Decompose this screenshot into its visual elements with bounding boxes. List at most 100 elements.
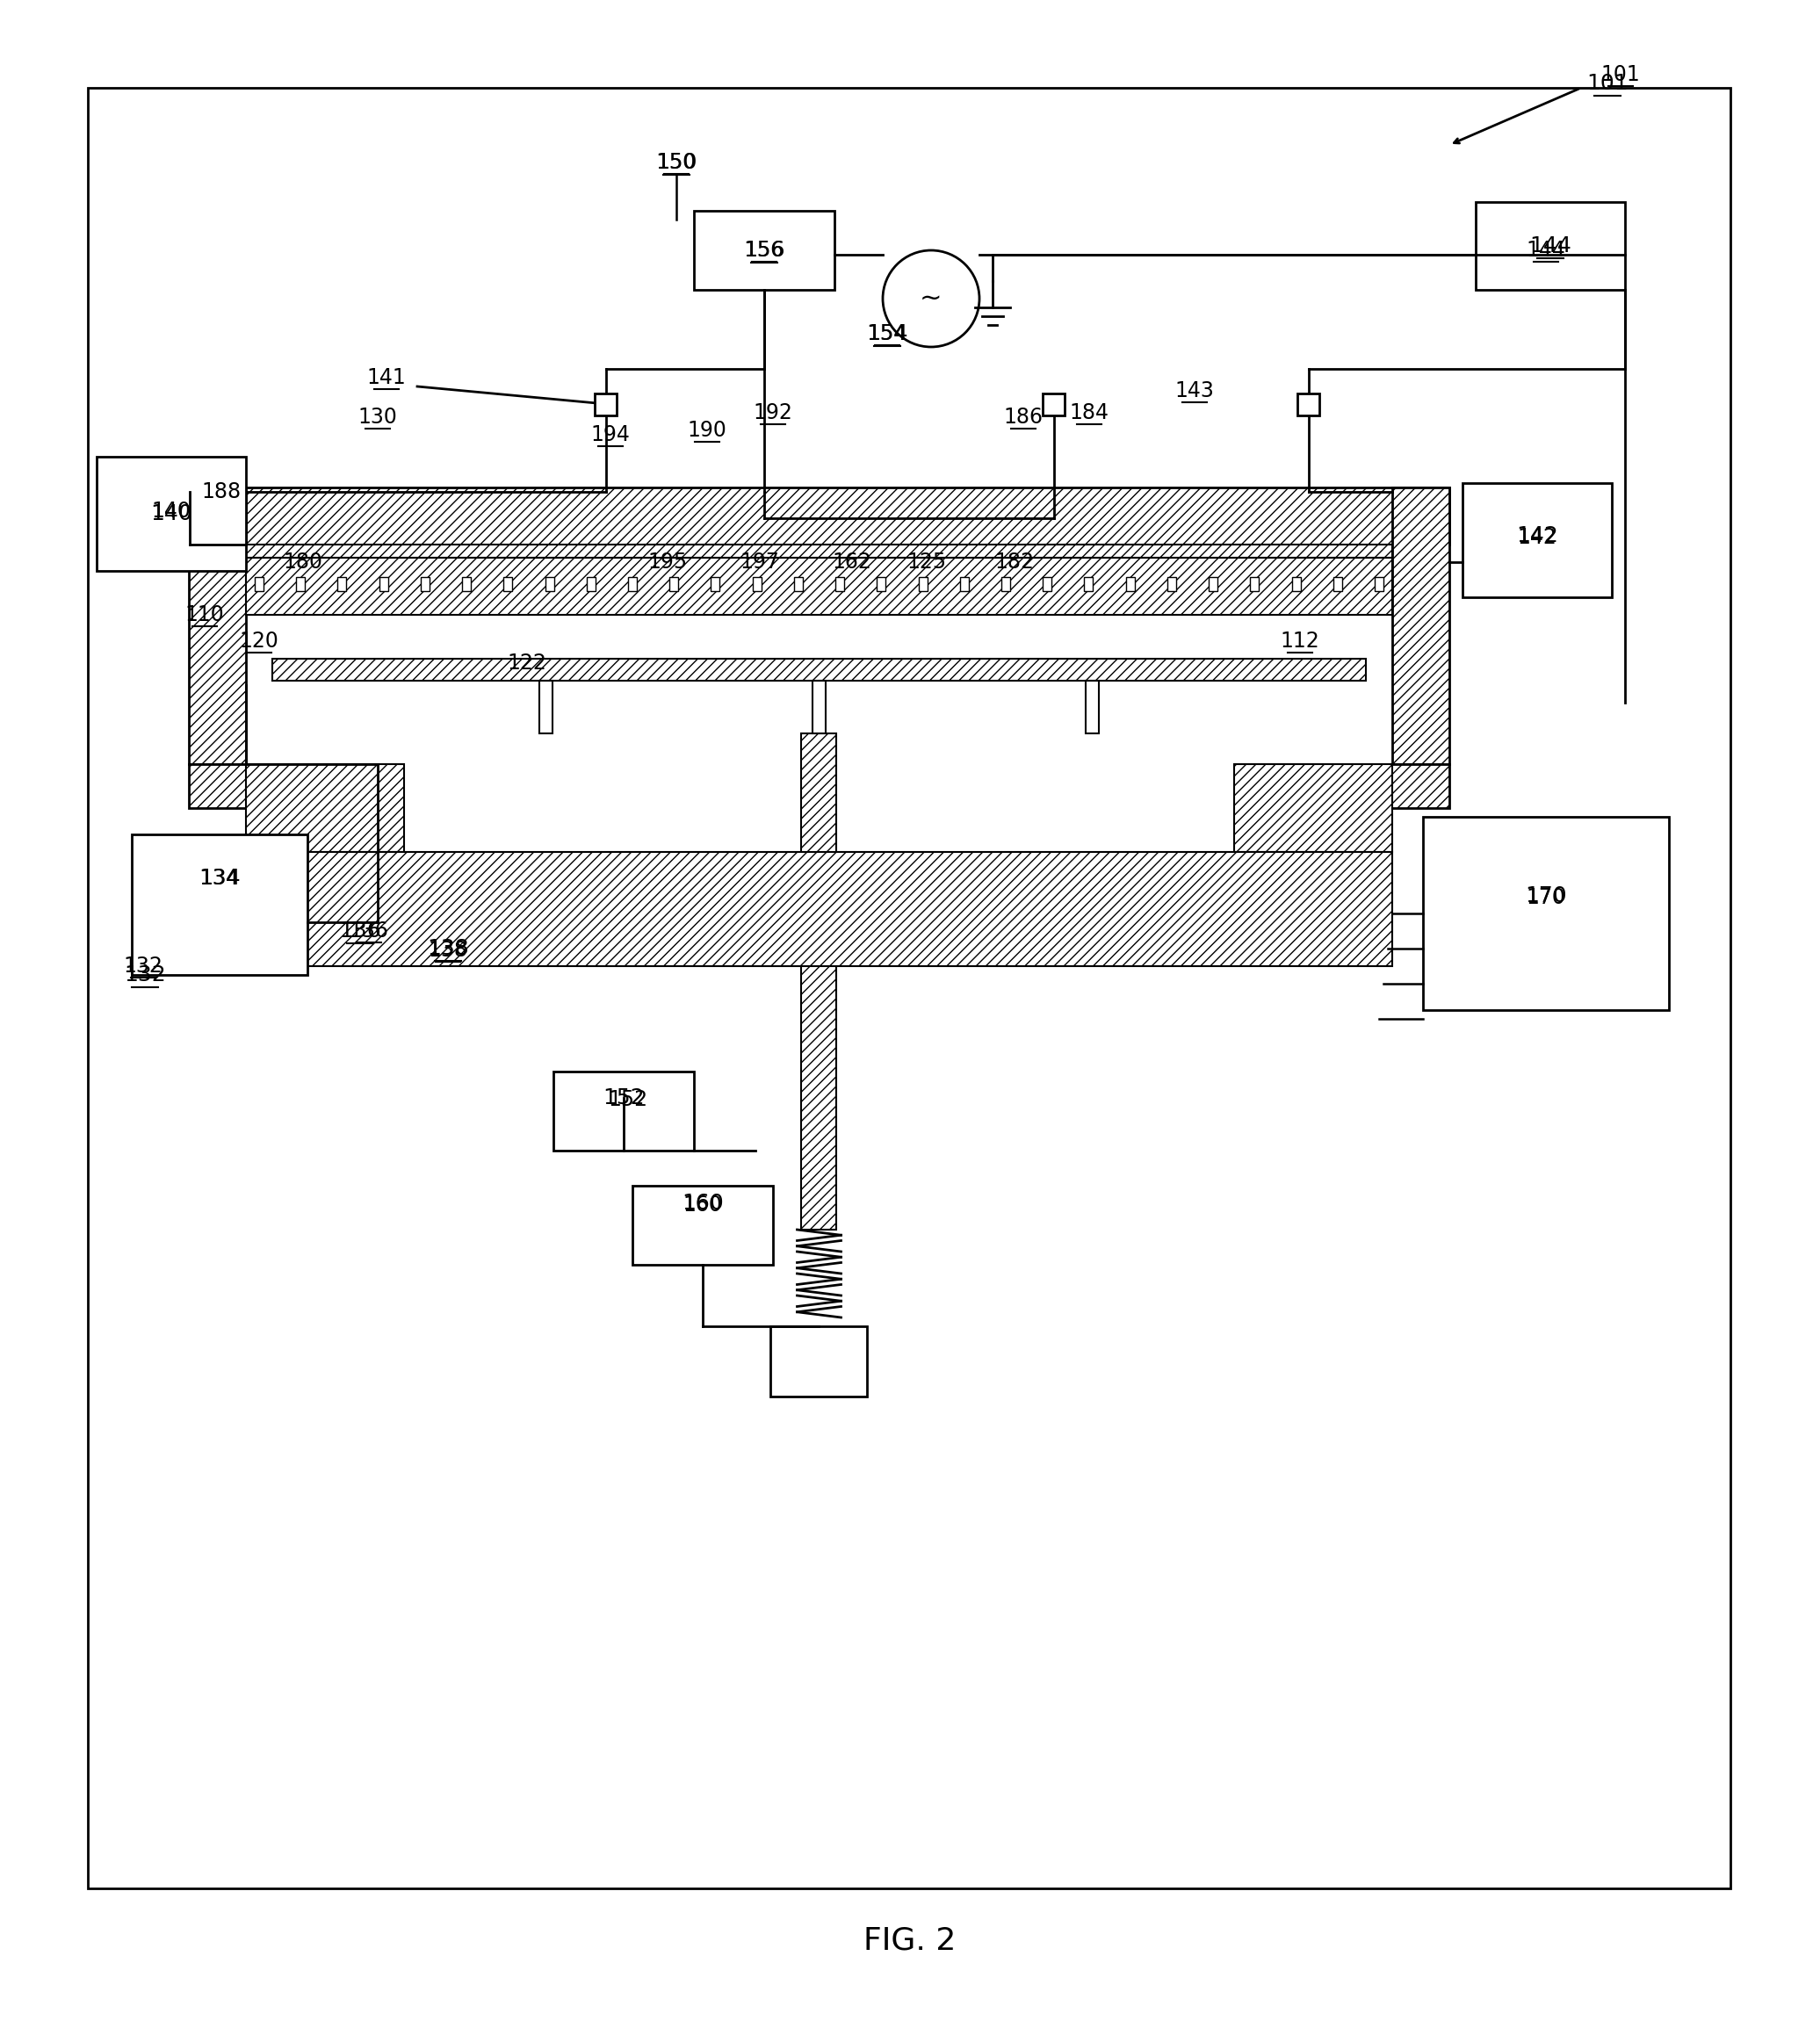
Text: 141: 141 bbox=[368, 368, 406, 388]
Bar bbox=[539, 681, 551, 734]
Text: 142: 142 bbox=[1518, 527, 1556, 548]
Bar bbox=[1250, 578, 1259, 590]
Text: 142: 142 bbox=[1516, 525, 1558, 546]
Text: 136: 136 bbox=[349, 920, 389, 942]
Text: 144: 144 bbox=[1529, 234, 1571, 257]
Bar bbox=[801, 734, 837, 1229]
Bar bbox=[752, 578, 761, 590]
Bar bbox=[1423, 816, 1669, 1010]
Text: FIG. 2: FIG. 2 bbox=[864, 1926, 956, 1956]
Bar bbox=[1334, 578, 1341, 590]
Bar bbox=[255, 578, 264, 590]
Text: 143: 143 bbox=[1176, 380, 1214, 402]
Bar bbox=[553, 1071, 693, 1150]
Text: 170: 170 bbox=[1525, 885, 1567, 907]
Bar bbox=[189, 764, 317, 808]
Bar bbox=[1234, 764, 1392, 853]
Text: 134: 134 bbox=[200, 867, 238, 889]
Bar bbox=[189, 487, 1449, 544]
Text: 130: 130 bbox=[359, 406, 397, 428]
Text: 160: 160 bbox=[682, 1192, 724, 1215]
Text: 156: 156 bbox=[743, 240, 784, 261]
Bar bbox=[504, 578, 513, 590]
Text: 194: 194 bbox=[592, 424, 630, 445]
Bar bbox=[1374, 578, 1383, 590]
Bar bbox=[1043, 392, 1065, 414]
Text: ~: ~ bbox=[919, 285, 943, 311]
Text: 122: 122 bbox=[508, 653, 546, 673]
Bar bbox=[1085, 578, 1094, 590]
Bar bbox=[462, 578, 471, 590]
Bar bbox=[959, 578, 968, 590]
Text: 138: 138 bbox=[428, 938, 470, 960]
Text: 192: 192 bbox=[753, 402, 794, 422]
Text: 160: 160 bbox=[682, 1194, 723, 1215]
Text: 190: 190 bbox=[688, 420, 726, 441]
Text: 188: 188 bbox=[202, 481, 242, 503]
Bar bbox=[339, 578, 346, 590]
Text: 197: 197 bbox=[741, 552, 779, 572]
Bar bbox=[246, 558, 1392, 614]
Text: 138: 138 bbox=[428, 940, 468, 960]
Bar bbox=[246, 853, 1392, 966]
Text: 134: 134 bbox=[198, 867, 240, 889]
Text: 101: 101 bbox=[1602, 65, 1640, 85]
Text: 184: 184 bbox=[1070, 402, 1108, 422]
Bar bbox=[246, 544, 1392, 558]
Bar bbox=[919, 578, 926, 590]
Bar bbox=[189, 487, 246, 764]
Text: 132: 132 bbox=[124, 964, 166, 986]
Bar bbox=[772, 1326, 868, 1397]
Text: 140: 140 bbox=[151, 503, 193, 523]
Bar bbox=[420, 578, 430, 590]
Text: 152: 152 bbox=[602, 1087, 644, 1108]
Bar bbox=[1167, 578, 1176, 590]
Bar bbox=[632, 1186, 773, 1265]
Bar bbox=[131, 835, 308, 974]
Text: 140: 140 bbox=[151, 501, 191, 521]
Text: 112: 112 bbox=[1279, 631, 1320, 651]
Bar bbox=[670, 578, 679, 590]
Text: 132: 132 bbox=[124, 956, 162, 976]
Text: 120: 120 bbox=[240, 631, 278, 651]
Text: 136: 136 bbox=[339, 920, 380, 942]
Bar bbox=[1043, 578, 1052, 590]
Bar bbox=[544, 578, 553, 590]
Bar bbox=[273, 659, 1365, 681]
Text: 101: 101 bbox=[1587, 73, 1629, 95]
Bar bbox=[1127, 578, 1134, 590]
Bar bbox=[693, 210, 834, 289]
Bar bbox=[1001, 578, 1010, 590]
Text: 144: 144 bbox=[1527, 240, 1565, 261]
Text: 186: 186 bbox=[1003, 406, 1043, 428]
Bar bbox=[297, 578, 306, 590]
Bar bbox=[96, 457, 246, 570]
Text: 180: 180 bbox=[284, 552, 322, 572]
Bar bbox=[1292, 578, 1301, 590]
Text: 162: 162 bbox=[832, 552, 872, 572]
Bar bbox=[1087, 681, 1099, 734]
Text: 154: 154 bbox=[866, 323, 908, 344]
Bar bbox=[835, 578, 844, 590]
Bar bbox=[712, 578, 719, 590]
Text: 195: 195 bbox=[648, 552, 688, 572]
Bar bbox=[1476, 202, 1625, 289]
Text: 150: 150 bbox=[657, 152, 697, 174]
Text: 125: 125 bbox=[906, 552, 946, 572]
Bar bbox=[628, 578, 637, 590]
Text: 182: 182 bbox=[996, 552, 1034, 572]
Text: 152: 152 bbox=[608, 1089, 648, 1110]
Bar bbox=[1321, 764, 1449, 808]
Bar bbox=[877, 578, 886, 590]
Bar bbox=[379, 578, 388, 590]
Bar bbox=[246, 764, 404, 853]
Text: 150: 150 bbox=[655, 152, 697, 174]
Bar bbox=[595, 392, 617, 414]
Text: 154: 154 bbox=[868, 323, 906, 344]
Bar bbox=[794, 578, 803, 590]
Bar bbox=[586, 578, 595, 590]
Bar bbox=[87, 87, 1731, 1888]
Bar bbox=[1392, 487, 1449, 764]
Text: 156: 156 bbox=[744, 240, 784, 261]
Bar bbox=[1298, 392, 1320, 414]
